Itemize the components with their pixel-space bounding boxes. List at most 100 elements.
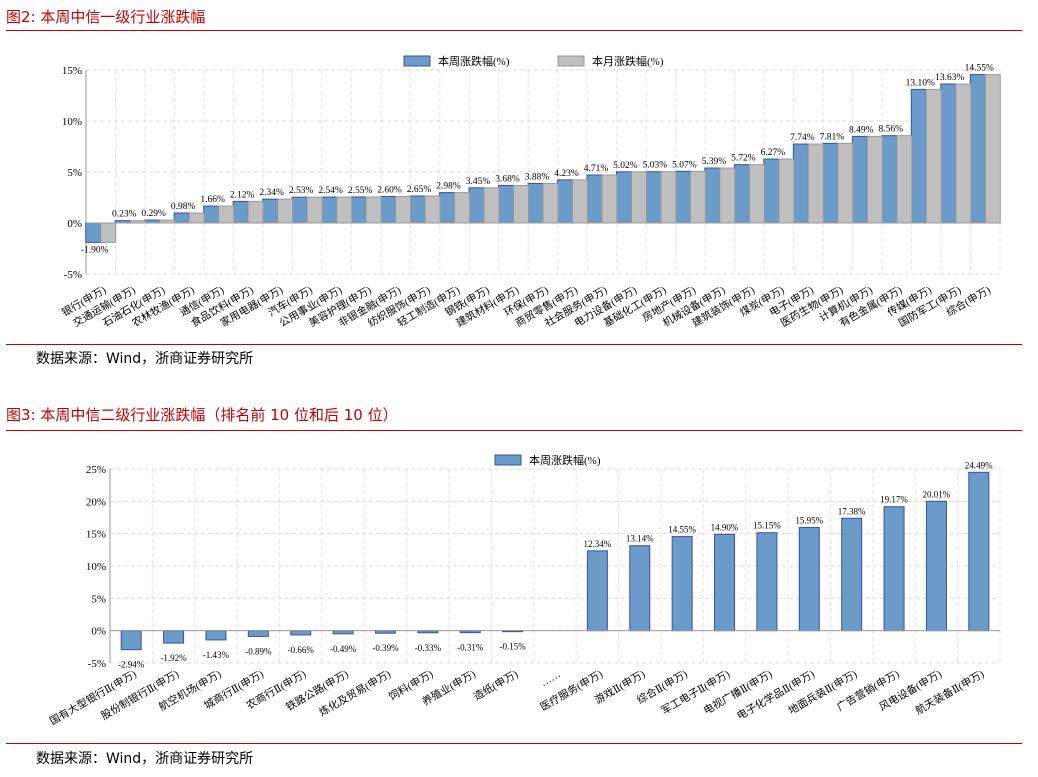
bar-weekly	[615, 171, 632, 224]
y-tick-label: 5%	[91, 593, 106, 605]
data-label: 5.02%	[613, 161, 638, 171]
data-label: 20.01%	[923, 489, 951, 499]
bar-monthly	[778, 158, 795, 224]
y-tick-label: 15%	[86, 529, 106, 541]
bar-monthly	[925, 88, 942, 224]
data-label: -0.39%	[372, 643, 399, 653]
data-label: -1.92%	[160, 653, 187, 663]
data-label: 14.90%	[711, 522, 739, 532]
bar-monthly	[601, 174, 618, 224]
x-tick-label: 电视广播Ⅱ(申万)	[701, 667, 775, 717]
bar-weekly	[756, 532, 778, 632]
data-label: 15.15%	[753, 521, 781, 531]
data-label: 2.54%	[318, 186, 343, 196]
data-label: -0.89%	[245, 646, 272, 656]
bar-weekly	[203, 205, 220, 224]
data-label: -0.15%	[499, 642, 526, 652]
bar-monthly	[807, 143, 824, 224]
bar-weekly	[262, 198, 279, 224]
bar-weekly	[841, 517, 863, 632]
data-label: 13.10%	[906, 78, 935, 88]
bar-weekly	[645, 171, 662, 224]
bar-monthly	[955, 83, 972, 224]
data-label: 12.34%	[584, 539, 612, 549]
bar-weekly	[120, 630, 142, 651]
data-label: -0.33%	[415, 643, 442, 653]
data-label: 2.98%	[436, 182, 461, 192]
data-label: 4.71%	[584, 164, 609, 174]
data-label: 2.34%	[259, 188, 284, 198]
data-label: 14.55%	[668, 525, 696, 535]
data-label: 24.49%	[965, 460, 993, 470]
data-label: -2.94%	[118, 660, 145, 670]
bar-weekly	[439, 192, 456, 224]
data-label: 13.63%	[935, 73, 964, 83]
bar-weekly	[940, 83, 957, 224]
y-tick-label: 0%	[67, 218, 82, 230]
data-label: 0.29%	[141, 209, 166, 219]
legend-swatch	[557, 55, 585, 67]
data-label: -1.43%	[203, 650, 230, 660]
bar-monthly	[277, 198, 294, 224]
bar-weekly	[629, 545, 651, 632]
bar-weekly	[851, 135, 868, 224]
bar-weekly	[527, 182, 544, 224]
bar-monthly	[306, 196, 323, 224]
bar-weekly	[881, 135, 898, 224]
figure-2-source: 数据来源：Wind，浙商证券研究所	[36, 351, 254, 367]
bar-monthly	[571, 179, 588, 224]
bar-monthly	[513, 184, 530, 224]
y-tick-label: 20%	[86, 496, 106, 508]
bar-monthly	[188, 212, 205, 224]
bar-weekly	[704, 167, 721, 224]
bar-weekly	[163, 630, 185, 644]
data-label: 13.14%	[626, 534, 654, 544]
bar-weekly	[290, 630, 312, 636]
bar-monthly	[336, 196, 353, 224]
x-tick-label: ……	[539, 669, 563, 689]
data-label: -0.31%	[457, 643, 484, 653]
bar-weekly	[173, 212, 190, 224]
x-tick-label: 航天装备Ⅱ(申万)	[913, 667, 987, 717]
source-rule	[6, 743, 1022, 744]
bar-weekly	[671, 536, 693, 632]
bar-weekly	[205, 630, 227, 641]
bar-monthly	[218, 205, 235, 224]
title-rule	[6, 30, 1022, 31]
bar-weekly	[910, 88, 927, 224]
bar-weekly	[714, 533, 736, 632]
bar-weekly	[586, 550, 608, 632]
bar-weekly	[350, 196, 367, 224]
bar-weekly	[925, 500, 947, 632]
legend-swatch	[403, 55, 431, 67]
bar-weekly	[85, 222, 102, 243]
bar-weekly	[586, 174, 603, 224]
bar-monthly	[630, 171, 647, 224]
bar-weekly	[733, 164, 750, 224]
bar-monthly	[748, 164, 765, 224]
x-tick-label: 地面兵装Ⅱ(申万)	[786, 667, 860, 717]
data-label: 2.12%	[230, 190, 255, 200]
bar-weekly	[798, 527, 820, 632]
bar-weekly	[232, 200, 249, 224]
figure-3-title: 图3: 本周中信二级行业涨跌幅（排名前 10 位和后 10 位）	[6, 406, 398, 424]
x-tick-label: 电子化学品Ⅱ(申万)	[734, 667, 817, 722]
y-tick-label: 15%	[62, 65, 82, 77]
data-label: 17.38%	[838, 506, 866, 516]
x-tick-label: 军工电子Ⅱ(申万)	[659, 667, 733, 717]
bar-monthly	[719, 167, 736, 224]
y-tick-label: 10%	[62, 116, 82, 128]
data-label: 5.72%	[731, 154, 756, 164]
data-label: 5.07%	[672, 160, 697, 170]
y-tick-label: 0%	[91, 626, 106, 638]
data-label: 15.95%	[795, 516, 823, 526]
bar-monthly	[689, 170, 706, 224]
bar-monthly	[660, 171, 677, 224]
bar-monthly	[247, 200, 264, 224]
legend-label: 本周涨跌幅(%)	[529, 453, 601, 467]
source-rule	[6, 344, 1022, 345]
y-tick-label: -5%	[64, 269, 82, 281]
data-label: 3.88%	[525, 172, 550, 182]
bar-monthly	[100, 222, 117, 243]
